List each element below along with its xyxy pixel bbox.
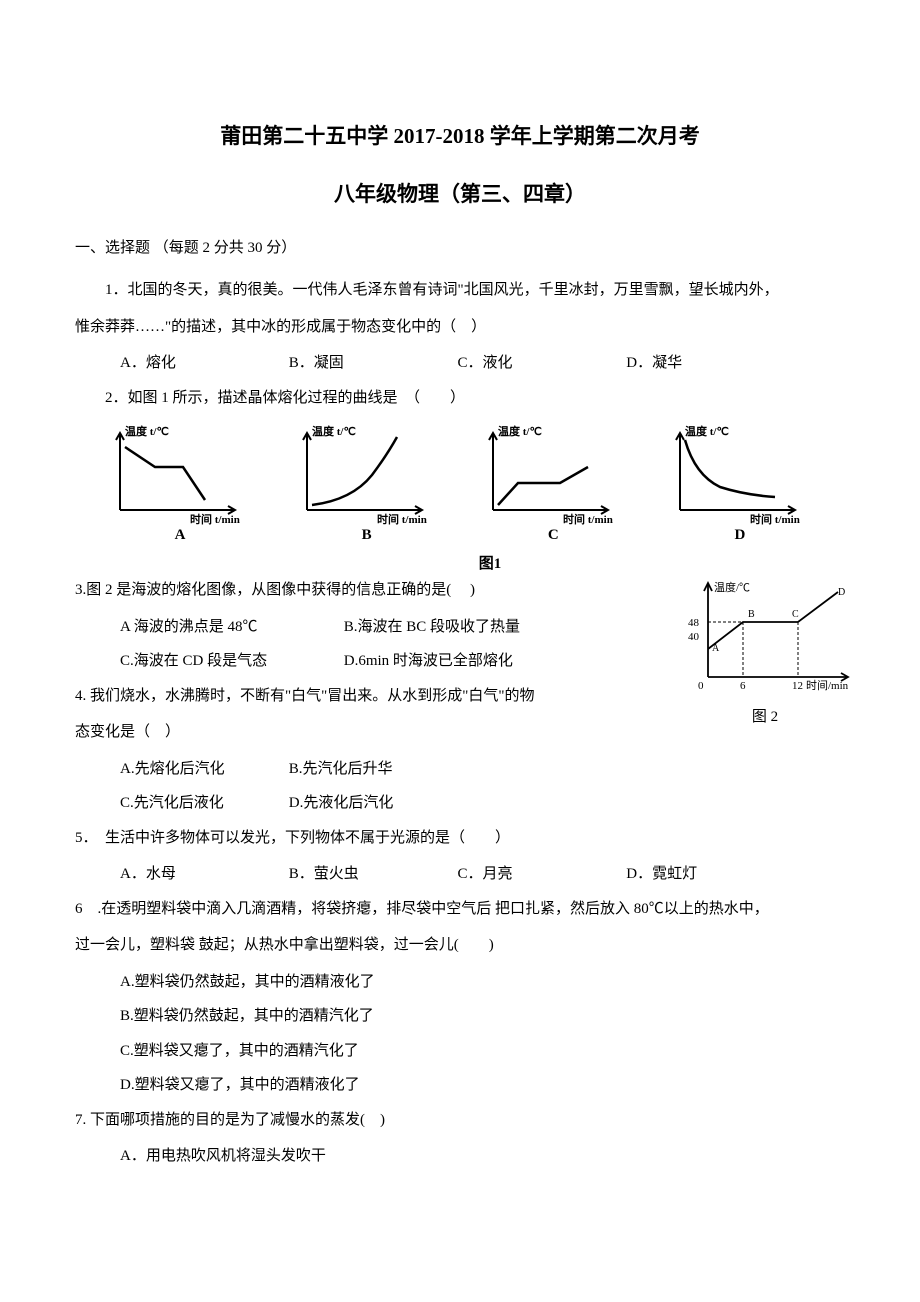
q5-opt-b: B．萤火虫 [289,857,454,892]
q7-text: 7. 下面哪项措施的目的是为了减慢水的蒸发( ) [75,1103,845,1138]
q1-opt-b: B．凝固 [289,346,454,381]
fig2-caption: 图 2 [675,705,855,726]
chart-c-ylabel: 温度 t/℃ [498,425,542,438]
fig2-ylabel: 温度/℃ [714,580,750,594]
fig2-ptA: A [712,643,720,654]
fig1-chart-a: 温度 t/℃ 时间 t/min A [105,425,255,544]
q6-opt-c: C.塑料袋又瘪了，其中的酒精汽化了 [75,1034,845,1069]
figure-2: 温度/℃ 时间/min 48 40 0 6 12 A B C D 图 2 [675,577,855,726]
chart-a-ylabel: 温度 t/℃ [125,425,169,438]
q1-line2: 惟余莽莽……"的描述，其中冰的形成属于物态变化中的（ ） [75,310,845,345]
chart-c-xlabel: 时间 t/min [563,512,613,525]
fig2-origin: 0 [698,680,704,692]
fig2-xlabel: 时间/min [806,679,849,692]
q1-line1: 1．北国的冬天，真的很美。一代伟人毛泽东曾有诗词"北国风光，千里冰封，万里雪飘，… [75,273,845,308]
chart-d-svg: 温度 t/℃ 时间 t/min [665,425,815,525]
fig1-letter-a: A [175,527,186,544]
q3-opt-d: D.6min 时海波已全部熔化 [344,644,513,679]
q3-opt-b: B.海波在 BC 段吸收了热量 [344,610,520,645]
q5-options: A．水母 B．萤火虫 C．月亮 D．霓虹灯 [75,857,845,892]
fig1-chart-c: 温度 t/℃ 时间 t/min C [478,425,628,544]
q3-opt-a: A 海波的沸点是 48℃ [120,610,340,645]
q4-options-row1: A.先熔化后汽化 B.先汽化后升华 [75,752,845,787]
chart-d-xlabel: 时间 t/min [750,512,800,525]
fig1-letter-b: B [362,527,372,544]
q7-opt-a: A．用电热吹风机将湿头发吹干 [75,1139,845,1174]
q1-opt-d: D．凝华 [626,346,682,381]
q4-opt-c: C.先汽化后液化 [120,786,285,821]
fig1-chart-b: 温度 t/℃ 时间 t/min B [292,425,442,544]
q5-text: 5． 生活中许多物体可以发光，下列物体不属于光源的是（ ） [75,821,845,856]
chart-b-ylabel: 温度 t/℃ [312,425,356,438]
q1-opt-c: C．液化 [458,346,623,381]
fig2-svg: 温度/℃ 时间/min 48 40 0 6 12 A B C D [678,577,853,692]
q6-opt-b: B.塑料袋仍然鼓起，其中的酒精汽化了 [75,999,845,1034]
q4-line1: 4. 我们烧水，水沸腾时，不断有"白气"冒出来。从水到形成"白气"的物 [75,679,655,714]
q4-opt-d: D.先液化后汽化 [289,786,394,821]
q5-opt-d: D．霓虹灯 [626,857,697,892]
exam-title: 莆田第二十五中学 2017-2018 学年上学期第二次月考 [75,120,845,150]
fig2-y48: 48 [688,617,700,629]
q1-opt-a: A．熔化 [120,346,285,381]
q4-options-row2: C.先汽化后液化 D.先液化后汽化 [75,786,845,821]
section-1-header: 一、选择题 （每题 2 分共 30 分） [75,236,845,257]
fig1-letter-c: C [548,527,559,544]
chart-b-svg: 温度 t/℃ 时间 t/min [292,425,442,525]
fig1-letter-d: D [735,527,746,544]
q1-options: A．熔化 B．凝固 C．液化 D．凝华 [75,346,845,381]
q6-opt-a: A.塑料袋仍然鼓起，其中的酒精液化了 [75,965,845,1000]
q6-line1: 6 .在透明塑料袋中滴入几滴酒精，将袋挤瘪，排尽袋中空气后 把口扎紧，然后放入 … [75,892,845,927]
chart-b-xlabel: 时间 t/min [377,512,427,525]
fig2-ptC: C [792,609,799,620]
q3-options-row2: C.海波在 CD 段是气态 D.6min 时海波已全部熔化 [75,644,655,679]
fig2-x12: 12 [792,680,803,692]
chart-d-ylabel: 温度 t/℃ [685,425,729,438]
fig2-ptB: B [748,609,755,620]
q6-opt-d: D.塑料袋又瘪了，其中的酒精液化了 [75,1068,845,1103]
q4-opt-b: B.先汽化后升华 [289,752,393,787]
q4-opt-a: A.先熔化后汽化 [120,752,285,787]
q6-line2: 过一会儿，塑料袋 鼓起；从热水中拿出塑料袋，过一会儿( ) [75,928,845,963]
figure-1-row: 温度 t/℃ 时间 t/min A 温度 t/℃ 时间 t/min B 温度 t… [75,417,845,552]
q2-text: 2．如图 1 所示，描述晶体熔化过程的曲线是 （ ） [75,381,845,416]
fig2-y40: 40 [688,631,700,643]
exam-subtitle: 八年级物理（第三、四章） [75,178,845,208]
q5-opt-a: A．水母 [120,857,285,892]
fig2-x6: 6 [740,680,746,692]
q3-opt-c: C.海波在 CD 段是气态 [120,644,340,679]
chart-c-svg: 温度 t/℃ 时间 t/min [478,425,628,525]
fig1-caption: 图1 [135,552,845,573]
chart-a-xlabel: 时间 t/min [190,512,240,525]
q5-opt-c: C．月亮 [458,857,623,892]
q3-options-row1: A 海波的沸点是 48℃ B.海波在 BC 段吸收了热量 [75,610,655,645]
fig1-chart-d: 温度 t/℃ 时间 t/min D [665,425,815,544]
chart-a-svg: 温度 t/℃ 时间 t/min [105,425,255,525]
fig2-ptD: D [838,587,845,598]
